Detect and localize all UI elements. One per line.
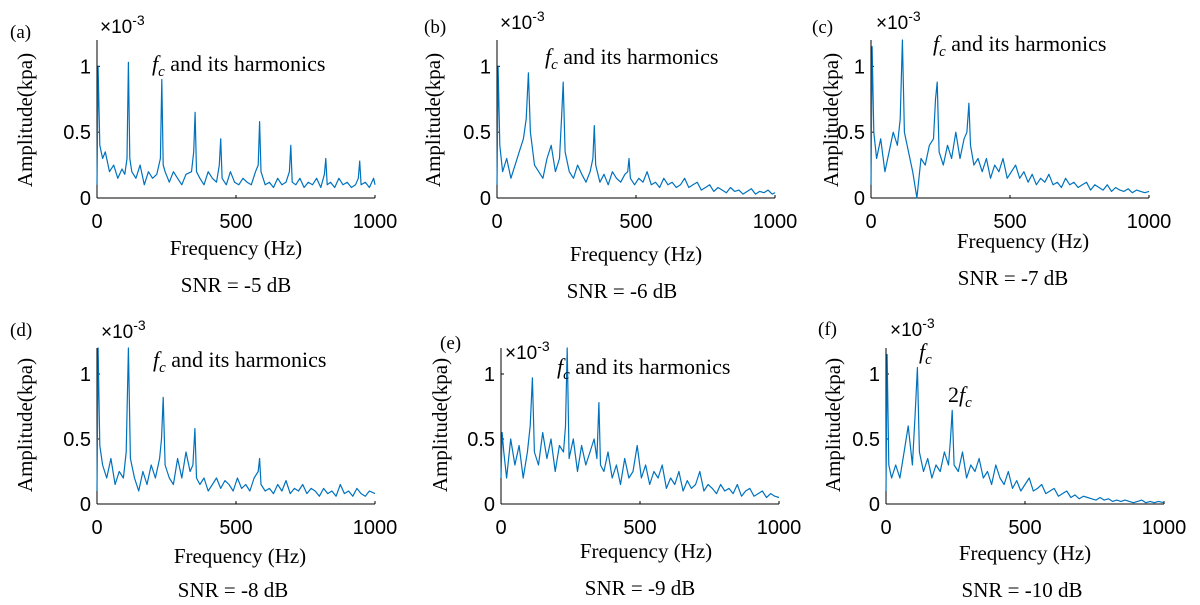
y-axis-label: Amplitude(kpa) [819,53,843,187]
y-tick-label: 0.5 [463,122,491,144]
x-axis-label: Frequency (Hz) [174,544,306,568]
x-axis-label: Frequency (Hz) [570,242,702,266]
x-tick-label: 0 [495,517,506,539]
x-tick-label: 500 [1008,517,1041,539]
chart-panel-d: (d) ×10-3 0 0.5 1 0 500 1000 Amplitude(kpa) Frequ… [10,317,397,602]
x-tick-label: 0 [880,517,891,539]
y-tick-label: 0 [80,188,91,210]
harmonic-annotation: fc [919,339,932,368]
harmonic-annotation: fc and its harmonics [152,51,326,80]
y-axis-label: Amplitude(kpa) [13,53,37,187]
snr-caption: SNR = -7 dB [958,266,1068,290]
axis-scale-factor: ×10-3 [876,8,921,34]
y-axis-label: Amplitude(kpa) [421,53,445,187]
x-tick-label: 0 [865,211,876,233]
chart-panel-f: (f) ×10-3 0 0.5 1 0 500 1000 Amplitude(kpa) Frequ… [818,315,1186,602]
harmonic-annotation: fc and its harmonics [557,354,731,383]
x-tick-label: 1000 [753,211,798,233]
x-tick-label: 500 [219,211,252,233]
axis-scale-factor: ×10-3 [890,315,935,341]
x-axis-label: Frequency (Hz) [170,236,302,260]
y-tick-label: 0.5 [837,122,865,144]
harmonic-annotation: fc and its harmonics [933,31,1107,60]
y-tick-label: 0 [80,494,91,516]
x-axis-label: Frequency (Hz) [959,541,1091,565]
snr-caption: SNR = -8 dB [178,578,288,602]
x-tick-label: 1000 [1142,517,1187,539]
spectrum-series-line [870,39,1150,199]
panel-label: (b) [424,17,446,38]
y-axis-label: Amplitude(kpa) [428,358,452,492]
x-tick-label: 1000 [353,211,398,233]
spectrum-series-line [96,347,376,497]
axis-scale-factor: ×10-3 [505,338,550,364]
panel-label: (a) [10,22,31,43]
snr-caption: SNR = -6 dB [567,279,677,303]
y-tick-label: 0 [854,188,865,210]
x-tick-label: 0 [91,517,102,539]
y-tick-label: 0 [484,494,495,516]
spectrum-series-line [885,353,1165,504]
y-tick-label: 0.5 [467,429,495,451]
chart-panel-b: (b) ×10-3 0 0.5 1 0 500 1000 Amplitude(kpa) Frequ… [421,8,797,303]
axis-scale-factor: ×10-3 [101,317,146,343]
y-tick-label: 0 [869,494,880,516]
y-tick-label: 0.5 [63,429,91,451]
x-axis-label: Frequency (Hz) [580,539,712,563]
x-tick-label: 500 [623,517,656,539]
x-tick-label: 1000 [1127,211,1172,233]
x-axis-label: Frequency (Hz) [957,229,1089,253]
spectrum-series-line [500,347,780,499]
x-tick-label: 1000 [353,517,398,539]
harmonic-annotation: 2fc [948,382,972,411]
x-tick-label: 500 [619,211,652,233]
x-tick-label: 1000 [757,517,802,539]
panel-label: (c) [812,17,833,38]
chart-panel-c: (c) ×10-3 0 0.5 1 0 500 1000 Amplitude(kpa) Frequ… [812,8,1171,290]
x-tick-label: 0 [91,211,102,233]
y-tick-label: 1 [869,364,880,386]
y-tick-label: 0.5 [852,429,880,451]
x-tick-label: 500 [219,517,252,539]
spectrum-series-line [496,65,776,195]
y-tick-label: 1 [484,364,495,386]
y-tick-label: 0.5 [63,122,91,144]
panel-label: (f) [818,319,837,340]
y-axis-label: Amplitude(kpa) [821,358,845,492]
panel-label: (d) [10,320,32,341]
y-tick-label: 1 [80,364,91,386]
y-tick-label: 1 [80,56,91,78]
y-axis-label: Amplitude(kpa) [13,358,37,492]
chart-panel-a: (a) ×10-3 0 0.5 1 0 500 1000 Amplitude(kpa) Frequ… [10,12,397,297]
snr-caption: SNR = -5 dB [181,273,291,297]
harmonic-annotation: fc and its harmonics [153,347,327,376]
axis-scale-factor: ×10-3 [500,8,545,34]
panel-label: (e) [440,333,461,354]
x-tick-label: 500 [993,211,1026,233]
y-tick-label: 0 [480,188,491,210]
axis-scale-factor: ×10-3 [100,12,145,38]
x-tick-label: 0 [491,211,502,233]
snr-caption: SNR = -10 dB [962,578,1083,602]
y-tick-label: 1 [480,56,491,78]
chart-panel-e: (e) ×10-3 0 0.5 1 0 500 1000 Amplitude(kpa) Frequ… [428,333,801,600]
y-tick-label: 1 [854,56,865,78]
spectrum-series-line [96,61,376,189]
snr-caption: SNR = -9 dB [585,576,695,600]
harmonic-annotation: fc and its harmonics [545,44,719,73]
